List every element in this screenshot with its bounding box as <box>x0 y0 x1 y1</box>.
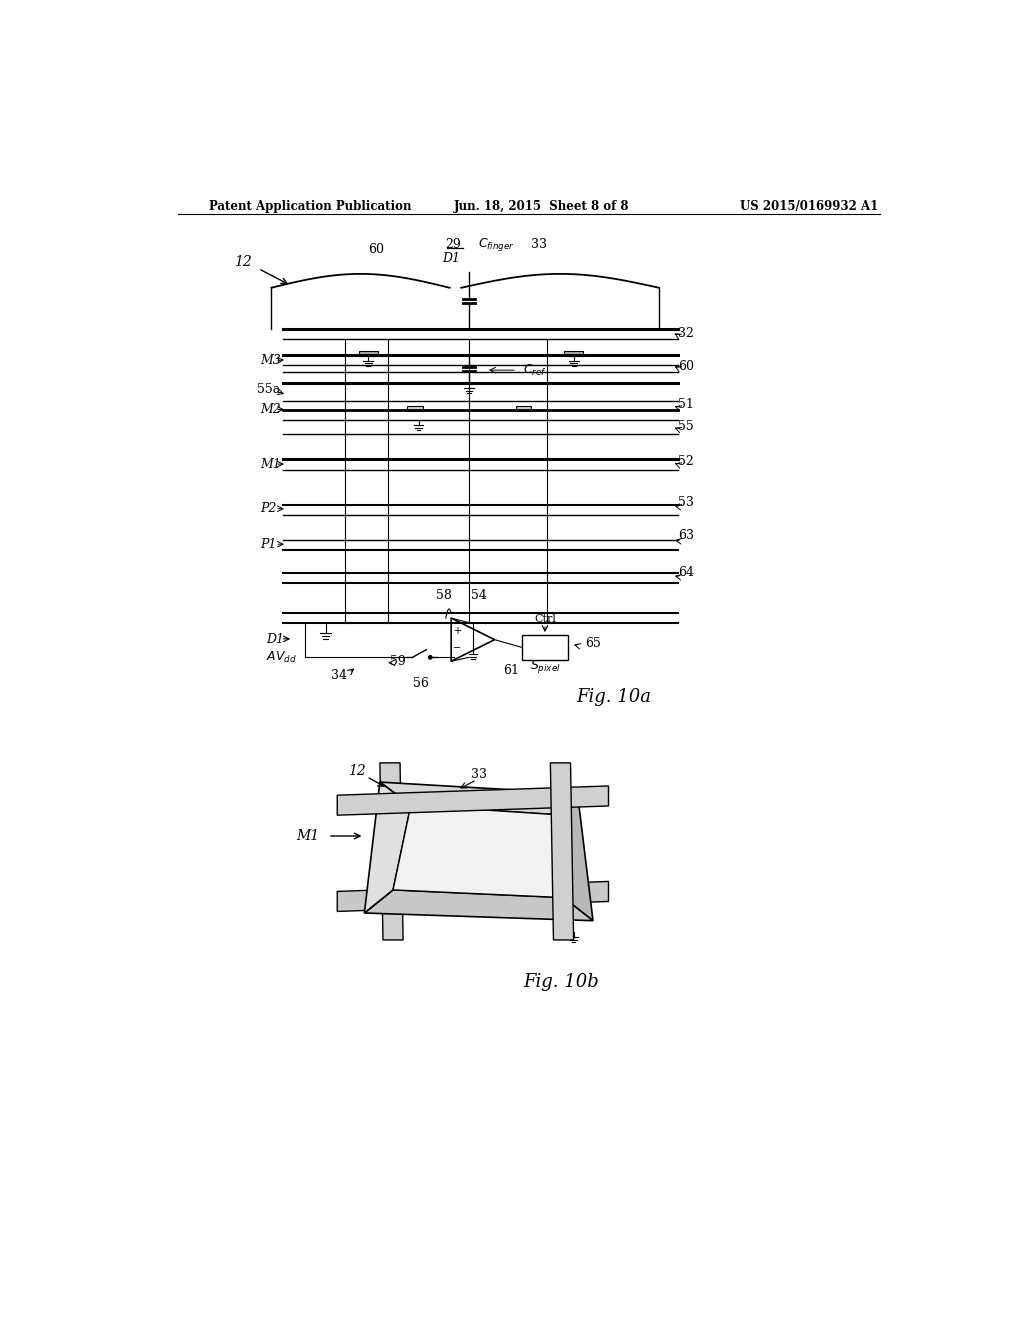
Text: 61: 61 <box>504 664 519 677</box>
Text: 32: 32 <box>678 327 694 341</box>
Text: 58: 58 <box>436 589 453 602</box>
Text: P2: P2 <box>260 502 276 515</box>
Polygon shape <box>365 890 593 921</box>
Text: D1: D1 <box>442 252 461 265</box>
Polygon shape <box>380 781 578 814</box>
Polygon shape <box>393 805 563 898</box>
Bar <box>515 405 531 411</box>
Text: 33: 33 <box>471 768 487 781</box>
Polygon shape <box>365 781 411 913</box>
Text: 12: 12 <box>233 255 252 269</box>
Text: M3: M3 <box>260 354 281 367</box>
Text: −: − <box>453 643 461 653</box>
Text: M2: M2 <box>260 403 281 416</box>
Text: 60: 60 <box>368 243 384 256</box>
Text: 52: 52 <box>678 455 694 469</box>
Text: 59: 59 <box>390 655 406 668</box>
Text: 53: 53 <box>678 496 694 510</box>
Text: 65: 65 <box>586 638 601 649</box>
Circle shape <box>429 656 432 659</box>
Polygon shape <box>337 882 608 911</box>
Text: 12: 12 <box>348 763 366 777</box>
Bar <box>521 635 568 660</box>
Text: P1: P1 <box>260 539 276 552</box>
Text: D1: D1 <box>266 634 284 647</box>
Text: $S_{pixel}$: $S_{pixel}$ <box>529 659 560 675</box>
Text: Fig. 10b: Fig. 10b <box>523 973 599 991</box>
Text: $AV_{dd}$: $AV_{dd}$ <box>266 649 297 665</box>
Polygon shape <box>550 763 573 940</box>
Polygon shape <box>337 785 608 816</box>
Bar <box>564 351 583 355</box>
Text: 60: 60 <box>678 360 694 372</box>
Text: $C_{finger}$: $C_{finger}$ <box>478 236 515 253</box>
Text: 54: 54 <box>471 589 487 602</box>
Polygon shape <box>380 763 403 940</box>
Text: Patent Application Publication: Patent Application Publication <box>209 199 412 213</box>
Bar <box>359 351 378 355</box>
Text: 63: 63 <box>678 529 694 543</box>
Text: US 2015/0169932 A1: US 2015/0169932 A1 <box>740 199 879 213</box>
Text: +: + <box>453 626 461 636</box>
Text: 29: 29 <box>445 238 462 251</box>
Text: 34: 34 <box>331 669 347 682</box>
Text: 33: 33 <box>531 238 547 251</box>
Text: M1: M1 <box>296 829 319 843</box>
Text: 55a: 55a <box>257 383 281 396</box>
Text: Jun. 18, 2015  Sheet 8 of 8: Jun. 18, 2015 Sheet 8 of 8 <box>454 199 629 213</box>
Text: 56: 56 <box>413 677 429 690</box>
Text: 60: 60 <box>549 763 564 776</box>
Text: 64: 64 <box>678 566 694 579</box>
Text: 51: 51 <box>678 399 694 412</box>
Polygon shape <box>553 793 593 921</box>
Text: 55: 55 <box>678 420 694 433</box>
Text: $C_{ref}$: $C_{ref}$ <box>523 363 547 378</box>
Text: Ctrl: Ctrl <box>534 614 556 624</box>
Text: M1: M1 <box>260 458 281 471</box>
Bar <box>407 405 423 411</box>
Text: Fig. 10a: Fig. 10a <box>575 689 651 706</box>
